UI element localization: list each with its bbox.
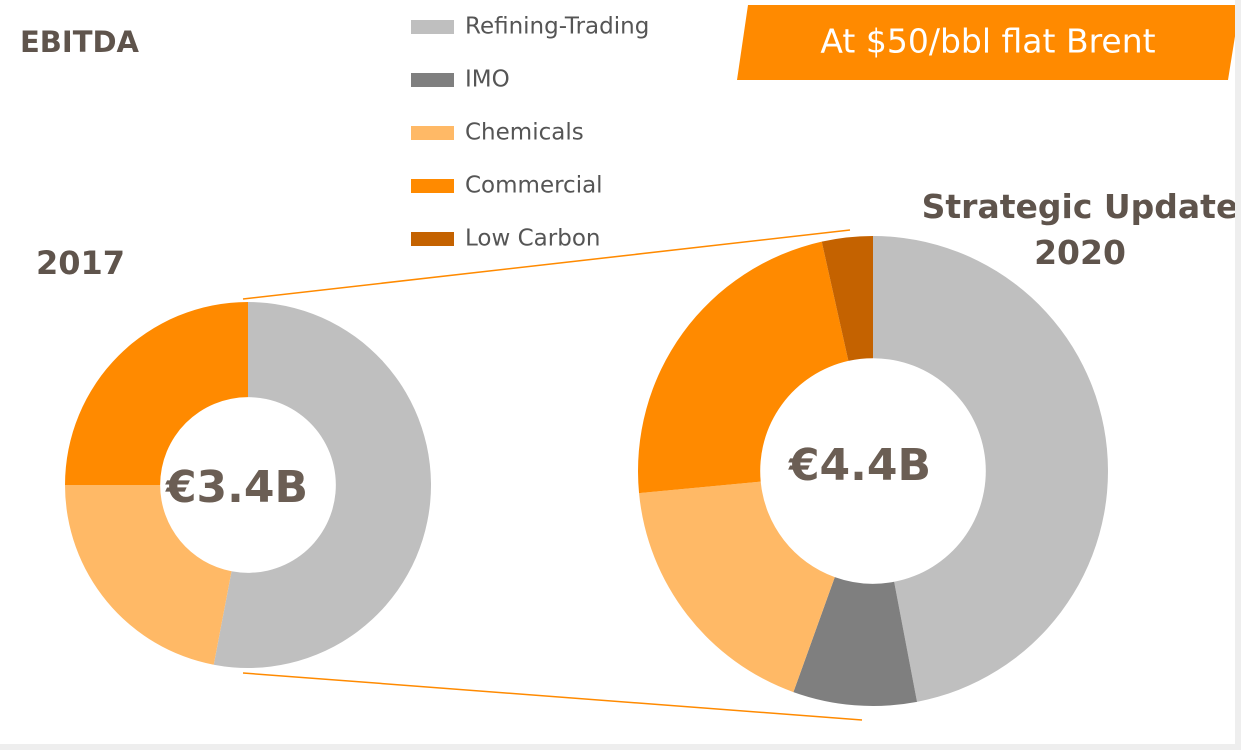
donut-slice: [821, 236, 873, 361]
zoom-line: [242, 672, 863, 721]
donut-slice: [638, 241, 849, 494]
total-label: €4.4B: [788, 440, 931, 491]
badge: [737, 5, 1235, 80]
donut-slice: [639, 481, 835, 693]
legend-swatch: [411, 73, 454, 87]
legend-label: Chemicals: [465, 120, 584, 146]
pie-label: Strategic Update 2020: [921, 187, 1239, 272]
donut-slice: [793, 577, 918, 706]
legend-swatch: [411, 126, 454, 140]
legend-label: IMO: [465, 67, 510, 93]
legend-swatch: [411, 20, 454, 34]
legend-label: Commercial: [465, 173, 603, 199]
legend-swatch: [411, 232, 454, 246]
donut-slice: [213, 302, 432, 668]
donut-slice: [873, 236, 1108, 702]
legend-label: Low Carbon: [465, 226, 600, 252]
legend-label: Refining-Trading: [465, 14, 649, 40]
donut-slice: [65, 485, 232, 665]
badge-text: At $50/bbl flat Brent: [820, 22, 1155, 61]
legend-swatch: [411, 179, 454, 193]
pie-label: 2017: [36, 244, 126, 282]
total-label: €3.4B: [165, 462, 308, 513]
zoom-line: [242, 229, 851, 300]
chart-title: EBITDA: [20, 25, 140, 59]
donut-slice: [65, 302, 248, 485]
